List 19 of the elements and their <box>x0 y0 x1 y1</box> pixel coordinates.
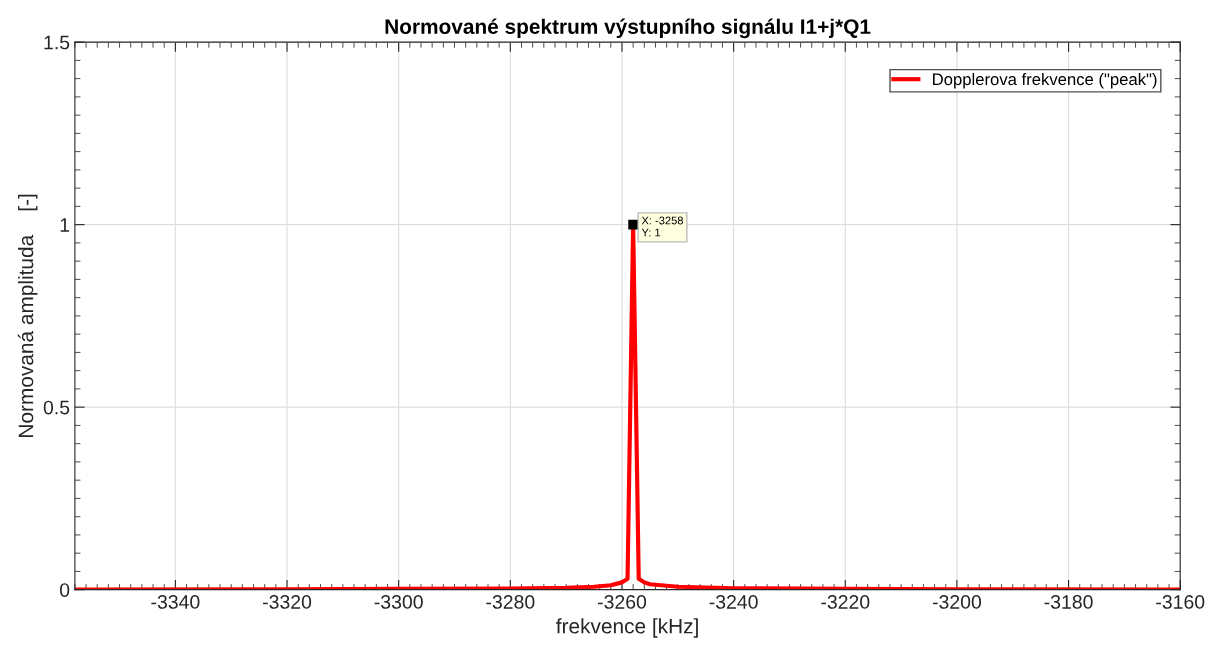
x-tick-label: -3300 <box>374 595 423 609</box>
annotation: X: -3258 Y: 1 <box>641 216 683 237</box>
y-tick-label: 0.5 <box>43 400 70 415</box>
x-tick-label: -3320 <box>263 595 312 609</box>
y-tick-label: 1 <box>60 218 70 232</box>
x-tick-label: -3180 <box>1044 595 1093 609</box>
y-tick-label: 0 <box>59 583 70 597</box>
x-tick-label: -3160 <box>1156 595 1205 609</box>
y-tick-label: 1.5 <box>44 35 70 50</box>
x-tick-label: -3240 <box>709 595 758 609</box>
x-tick-label: -3340 <box>151 595 200 609</box>
x-axis-title: frekvence [kHz] <box>556 618 698 638</box>
legend-label: Dopplerova frekvence ("peak") <box>933 72 1157 89</box>
x-tick-label: -3200 <box>932 595 982 609</box>
chart-title: Normované spektrum výstupního signálu I1+j*Q1 <box>385 18 871 39</box>
y-axis-title: Normovaná amplituda [-] <box>17 194 38 437</box>
x-tick-label: -3260 <box>597 595 647 609</box>
x-tick-label: -3220 <box>821 595 870 609</box>
x-tick-label: -3280 <box>486 595 535 609</box>
